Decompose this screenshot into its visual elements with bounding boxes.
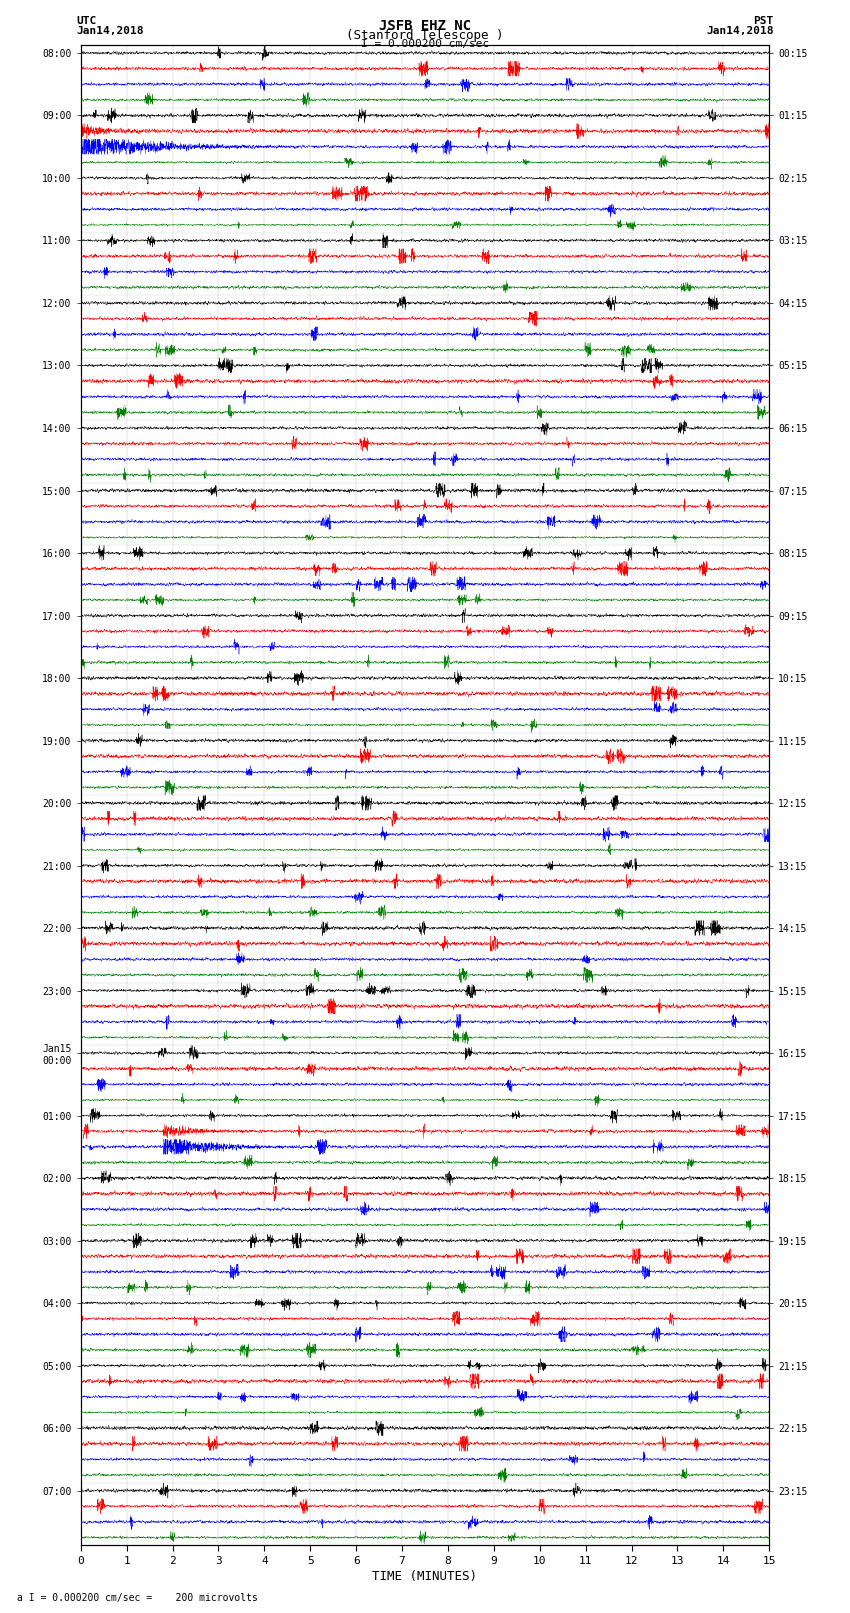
Text: I = 0.000200 cm/sec: I = 0.000200 cm/sec — [361, 39, 489, 48]
X-axis label: TIME (MINUTES): TIME (MINUTES) — [372, 1569, 478, 1582]
Text: PST: PST — [753, 16, 774, 26]
Text: UTC: UTC — [76, 16, 97, 26]
Text: Jan14,2018: Jan14,2018 — [706, 26, 774, 35]
Text: a I = 0.000200 cm/sec =    200 microvolts: a I = 0.000200 cm/sec = 200 microvolts — [17, 1594, 258, 1603]
Text: Jan14,2018: Jan14,2018 — [76, 26, 144, 35]
Text: (Stanford Telescope ): (Stanford Telescope ) — [346, 29, 504, 42]
Text: JSFB EHZ NC: JSFB EHZ NC — [379, 19, 471, 34]
